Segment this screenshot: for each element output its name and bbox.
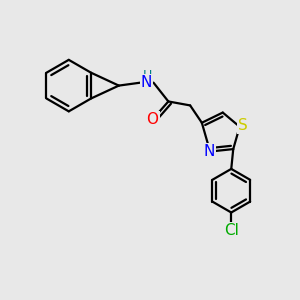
Text: Cl: Cl (224, 223, 239, 238)
Text: N: N (203, 144, 215, 159)
Text: O: O (146, 112, 158, 127)
Text: S: S (238, 118, 248, 133)
Text: N: N (141, 75, 152, 90)
Text: H: H (143, 69, 152, 82)
